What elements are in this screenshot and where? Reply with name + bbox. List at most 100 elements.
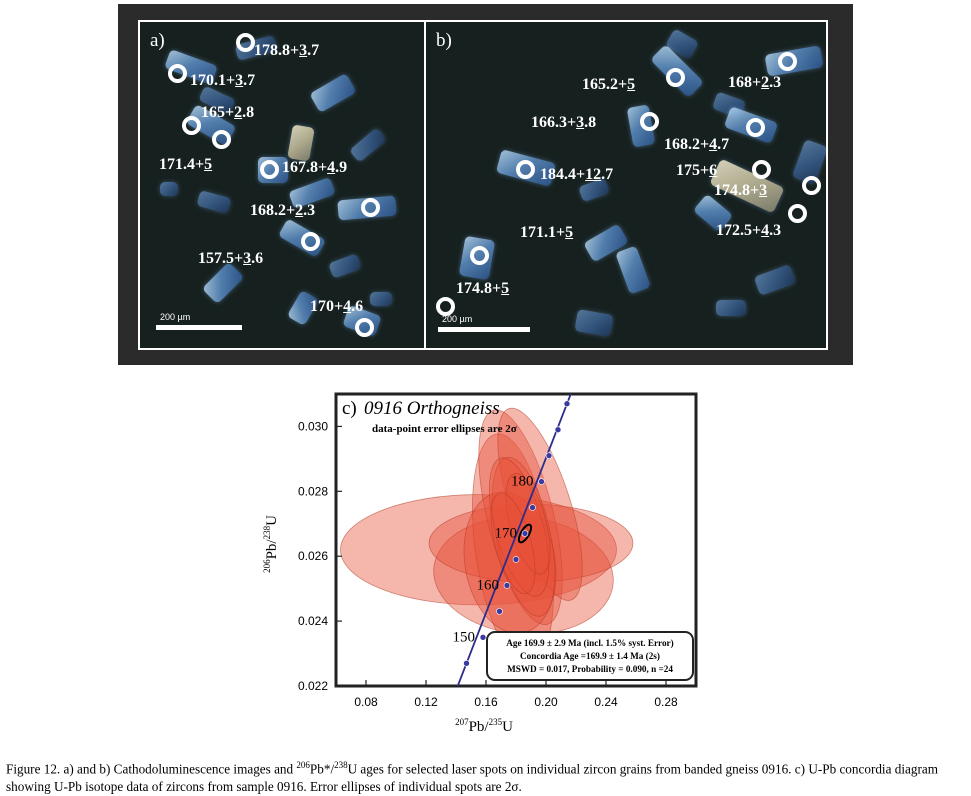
zircon-grain: [349, 127, 387, 163]
y-tick-label: 0.022: [298, 679, 328, 693]
laser-spot-marker: [516, 160, 535, 179]
x-tick-label: 0.20: [534, 695, 558, 709]
zircon-age-label: 165.2+5: [582, 76, 636, 93]
zircon-age-label: 170+4.6: [310, 298, 364, 315]
zircon-grain: [328, 253, 362, 279]
zircon-age-label: 167.8+4.9: [282, 159, 348, 176]
laser-spot-marker: [212, 130, 231, 149]
x-tick-label: 0.16: [474, 695, 498, 709]
laser-spot-marker: [436, 297, 455, 316]
concordia-node: [545, 452, 553, 459]
zircon-grain: [201, 261, 245, 305]
concordia-node: [529, 504, 536, 511]
concordia-node: [538, 478, 545, 485]
concordia-node: [479, 634, 487, 641]
zircon-grain: [716, 300, 746, 316]
laser-spot-marker: [666, 68, 685, 87]
concordia-age-label: 170: [495, 526, 518, 542]
laser-spot-marker: [260, 160, 279, 179]
cl-panel-b: b) 165.2+5 168+2.3 166.3+3.8 168.2: [424, 20, 828, 350]
laser-spot-marker: [236, 33, 255, 52]
y-tick-label: 0.028: [298, 484, 328, 498]
laser-spot-marker: [802, 176, 821, 195]
zircon-grain: [160, 182, 178, 196]
zircon-age-label: 174.8+5: [456, 280, 510, 297]
zircon-age-label: 178.8+3.7: [254, 42, 320, 59]
laser-spot-marker: [746, 118, 765, 137]
laser-spot-marker: [168, 64, 187, 83]
zircon-grain: [309, 72, 357, 114]
zircon-grain: [615, 245, 651, 295]
panel-b-tag: b): [436, 30, 452, 51]
y-tick-label: 0.030: [298, 419, 328, 433]
laser-spot-marker: [470, 246, 489, 265]
concordia-age-label: 160: [477, 577, 500, 593]
zircon-age-label: 165+2.8: [201, 104, 255, 121]
concordia-node: [563, 400, 571, 408]
zircon-age-label: 157.5+3.6: [198, 250, 264, 267]
scale-bar-label: 200 µm: [442, 314, 473, 324]
error-ellipse: [491, 456, 556, 617]
scale-bar-label: 200 µm: [160, 312, 191, 322]
y-tick-label: 0.024: [298, 614, 328, 628]
age-result-line: MSWD = 0.017, Probability = 0.090, n =24: [507, 664, 673, 674]
zircon-age-label: 171.4+5: [159, 156, 213, 173]
laser-spot-marker: [301, 232, 320, 251]
concordia-node: [496, 608, 503, 615]
laser-spot-marker: [640, 112, 659, 131]
age-result-line: Age 169.9 ± 2.9 Ma (incl. 1.5% syst. Err…: [506, 638, 673, 648]
x-axis-title: 207Pb/235U: [455, 717, 513, 735]
concordia-age-label: 150: [453, 629, 476, 645]
zircon-age-label: 170.1+3.7: [190, 72, 256, 89]
x-tick-label: 0.28: [654, 695, 678, 709]
cl-image-figure: a) 178.8+3.7 170.1+3.7 165+2.8 171.4+5: [118, 4, 853, 365]
laser-spot-marker: [778, 52, 797, 71]
chart-title: 0916 Orthogneiss: [364, 398, 500, 419]
laser-spot-marker: [752, 160, 771, 179]
concordia-age-ellipse: [517, 523, 533, 544]
zircon-grain: [370, 292, 392, 306]
figure-caption: Figure 12. a) and b) Cathodoluminescence…: [6, 760, 938, 795]
chart-panel-label: c): [342, 398, 357, 419]
zircon-age-label: 168+2.3: [728, 74, 782, 91]
concordia-line: [456, 394, 572, 686]
ellipse-note: data-point error ellipses are 2σ: [372, 423, 517, 435]
laser-spot-marker: [788, 204, 807, 223]
laser-spot-marker: [355, 318, 374, 337]
zircon-grain: [574, 309, 614, 337]
zircon-age-label: 171.1+5: [520, 224, 574, 241]
concordia-node: [512, 556, 520, 563]
concordia-node: [521, 530, 529, 537]
zircon-age-label: 166.3+3.8: [531, 114, 597, 131]
x-tick-label: 0.08: [354, 695, 378, 709]
concordia-curve: 150 160 170 180: [453, 394, 572, 686]
laser-spot-marker: [361, 198, 380, 217]
zircon-age-label: 168.2+4.7: [664, 136, 730, 153]
zircon-grain: [287, 124, 315, 162]
concordia-node: [503, 582, 511, 589]
axes: 0.08 0.12 0.16 0.20 0.24 0.28 0.022 0.024 0.026 0…: [298, 419, 678, 709]
x-tick-label: 0.12: [414, 695, 438, 709]
zircon-age-label: 175+6: [676, 162, 718, 179]
age-result-box: [486, 631, 694, 681]
panel-a-tag: a): [150, 30, 165, 51]
concordia-age-label: 180: [511, 474, 534, 490]
zircon-grain: [753, 264, 797, 296]
scale-bar: [156, 325, 242, 330]
age-result-line: Concordia Age =169.9 ± 1.4 Ma (2s): [520, 651, 660, 661]
concordia-node: [554, 426, 562, 433]
concordia-node: [463, 659, 470, 667]
laser-spot-marker: [182, 116, 201, 135]
y-axis-title: 206Pb/238U: [262, 515, 280, 573]
zircon-age-label: 168.2+2.3: [250, 202, 316, 219]
error-ellipses: [340, 407, 634, 666]
zircon-age-label: 172.5+4.3: [716, 222, 782, 239]
x-tick-label: 0.24: [594, 695, 618, 709]
y-tick-label: 0.026: [298, 549, 328, 563]
cl-panel-a: a) 178.8+3.7 170.1+3.7 165+2.8 171.4+5: [138, 20, 426, 350]
zircon-age-label: 184.4+12.7: [540, 166, 614, 183]
zircon-grain: [196, 190, 232, 214]
scale-bar: [438, 327, 530, 332]
error-ellipse: [497, 407, 583, 601]
